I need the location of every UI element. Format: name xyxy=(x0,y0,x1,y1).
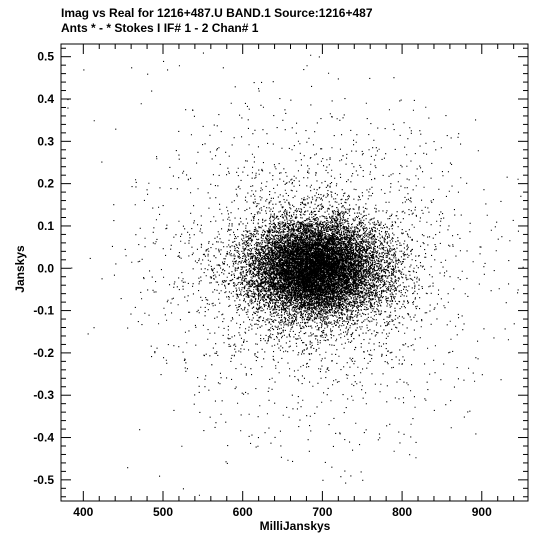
x-tick-label: 600 xyxy=(233,505,253,519)
y-axis-label: Janskys xyxy=(13,245,27,293)
x-tick-label: 400 xyxy=(73,505,93,519)
x-axis-tick-labels: 400 500 600 700 800 900 xyxy=(73,505,492,519)
x-tick-label: 700 xyxy=(312,505,332,519)
y-axis-tick-labels: 0.5 0.4 0.3 0.2 0.1 0.0 -0.1 -0.2 -0.3 -0.4 -0.5 xyxy=(33,50,54,487)
x-axis-label: MilliJanskys xyxy=(260,519,331,533)
y-tick-label: -0.4 xyxy=(33,431,54,445)
y-tick-label: -0.1 xyxy=(33,304,54,318)
x-tick-label: 900 xyxy=(472,505,492,519)
y-tick-label: -0.3 xyxy=(33,388,54,402)
y-tick-label: 0.0 xyxy=(37,261,54,275)
chart-subtitle: Ants * - * Stokes I IF# 1 - 2 Chan# 1 xyxy=(61,21,259,35)
y-tick-label: 0.2 xyxy=(37,177,54,191)
x-tick-label: 800 xyxy=(392,505,412,519)
scatter-points xyxy=(67,52,524,496)
y-tick-label: 0.4 xyxy=(37,92,54,106)
y-tick-label: 0.5 xyxy=(37,50,54,64)
y-tick-label: 0.3 xyxy=(37,134,54,148)
y-tick-label: -0.2 xyxy=(33,346,54,360)
plot-frame xyxy=(60,43,529,502)
axis-ticks xyxy=(61,44,528,501)
chart-title: Imag vs Real for 1216+487.U BAND.1 Sourc… xyxy=(61,6,373,20)
y-tick-label: -0.5 xyxy=(33,473,54,487)
y-tick-label: 0.1 xyxy=(37,219,54,233)
data-points xyxy=(67,52,524,496)
x-tick-label: 500 xyxy=(153,505,173,519)
